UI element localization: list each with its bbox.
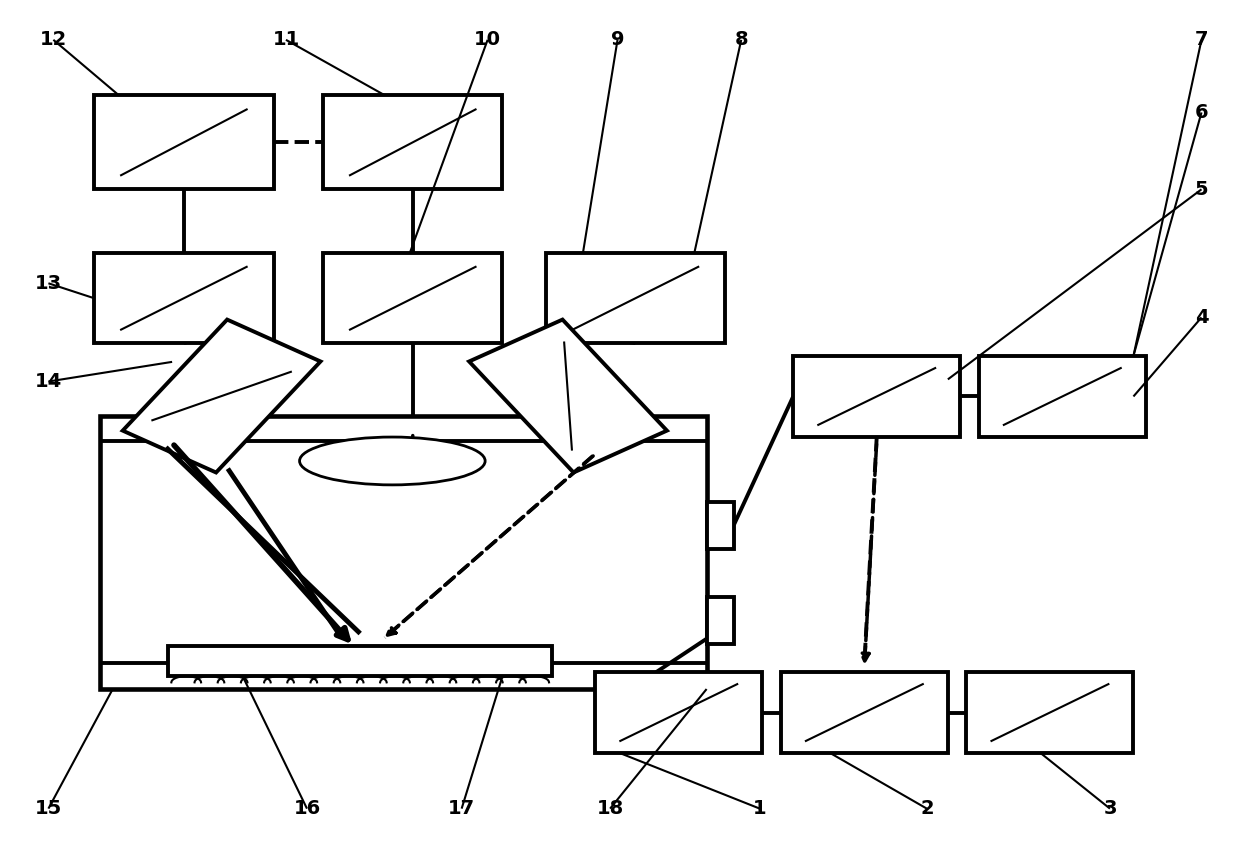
Bar (707, 597, 734, 644)
Text: 9: 9 (611, 30, 624, 50)
Text: 14: 14 (35, 372, 62, 391)
Text: 8: 8 (734, 30, 748, 50)
Text: 4: 4 (1194, 308, 1208, 327)
Bar (324, 95, 502, 189)
Polygon shape (123, 320, 320, 472)
Text: 12: 12 (40, 30, 67, 50)
Bar (100, 416, 707, 689)
Bar (94, 95, 274, 189)
Ellipse shape (300, 437, 485, 485)
Bar (707, 501, 734, 548)
Text: 5: 5 (1194, 180, 1208, 199)
Bar (324, 254, 502, 343)
Bar (94, 254, 274, 343)
Text: 6: 6 (1194, 103, 1208, 122)
Bar (595, 672, 763, 753)
Text: 18: 18 (596, 799, 624, 818)
Text: 13: 13 (35, 273, 62, 293)
Bar (966, 672, 1133, 753)
Bar (546, 254, 725, 343)
Bar (978, 356, 1146, 437)
Text: 15: 15 (35, 799, 62, 818)
Text: 1: 1 (753, 799, 766, 818)
Text: 2: 2 (920, 799, 934, 818)
Bar (169, 646, 552, 676)
Bar (781, 672, 947, 753)
Bar (794, 356, 960, 437)
Text: 16: 16 (294, 799, 321, 818)
Text: 7: 7 (1195, 30, 1208, 50)
Text: 17: 17 (448, 799, 475, 818)
Text: 10: 10 (474, 30, 501, 50)
Text: 11: 11 (273, 30, 300, 50)
Polygon shape (469, 320, 667, 472)
Text: 3: 3 (1104, 799, 1117, 818)
